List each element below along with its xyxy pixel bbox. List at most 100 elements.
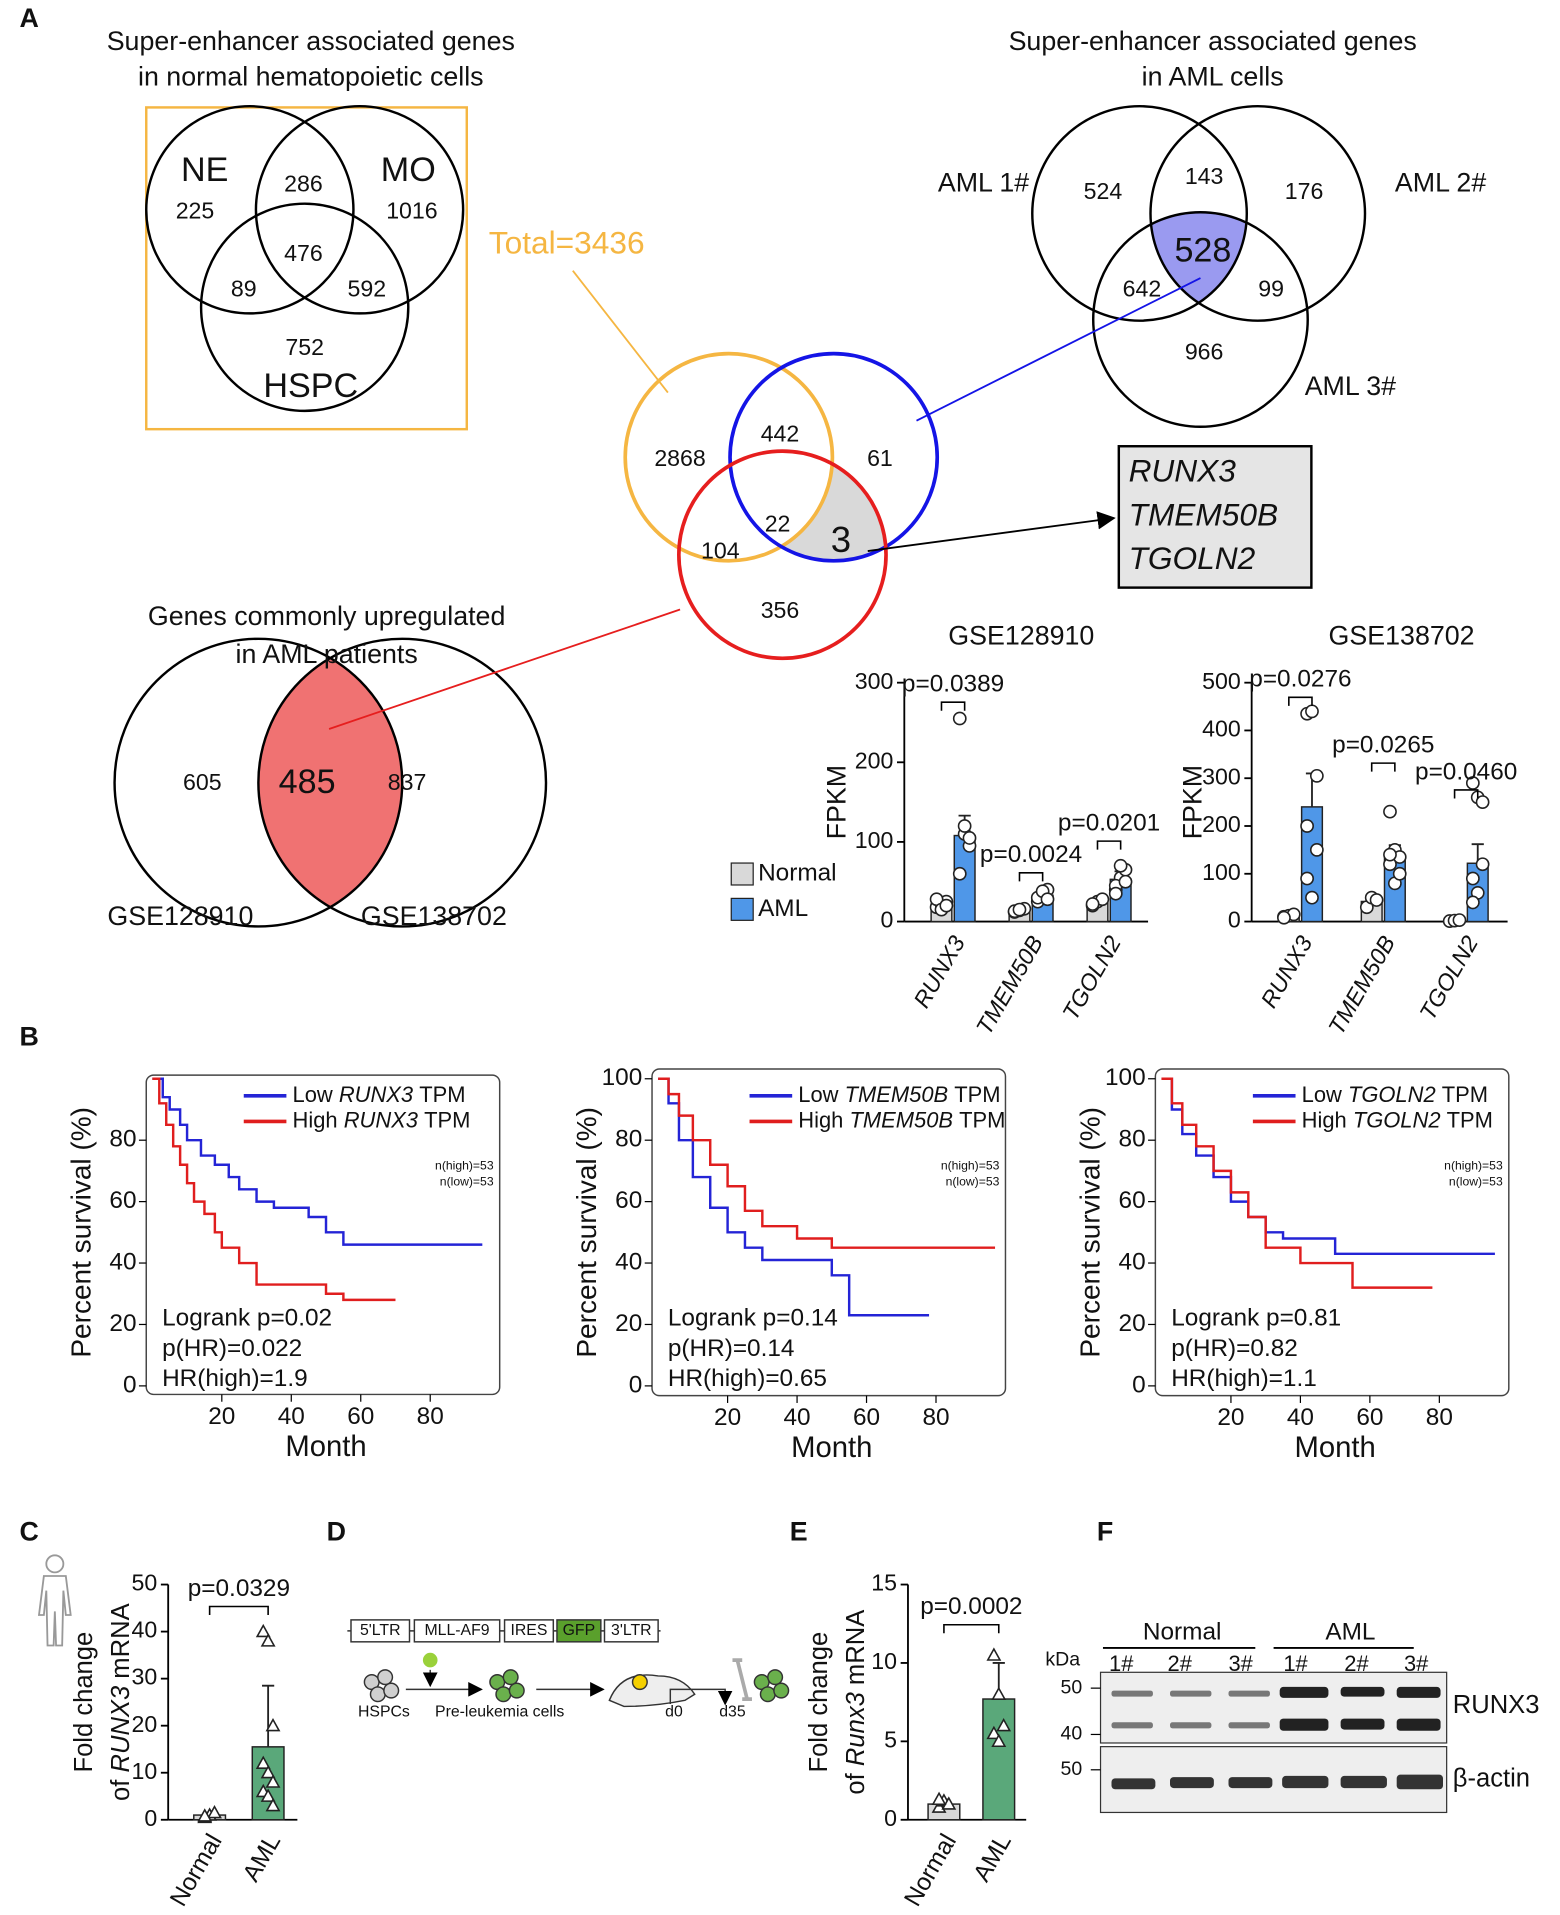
data-point	[1085, 897, 1100, 911]
gene-name: TMEM50B	[845, 1082, 949, 1107]
lane-label: 1#	[1283, 1651, 1308, 1676]
western-blot	[1090, 1647, 1448, 1814]
total-label: Total=3436	[489, 225, 645, 261]
unit-label: kDa	[1045, 1648, 1080, 1670]
plot-frame	[145, 1074, 501, 1396]
data-point	[1383, 847, 1397, 862]
legend-label: Normal	[758, 859, 837, 886]
y-tick-label: 100	[602, 1064, 643, 1091]
gene-name: RUNX3	[344, 1107, 418, 1132]
data-point	[1113, 858, 1128, 873]
significance-bracket	[1096, 840, 1122, 850]
y-tick-label: 80	[615, 1126, 642, 1153]
gene-name: TGOLN2	[1353, 1107, 1441, 1132]
data-point	[1392, 866, 1407, 881]
y-tick-label: 20	[615, 1310, 642, 1337]
diagram-label: d0	[665, 1704, 683, 1721]
y-tick-label: 20	[1119, 1310, 1146, 1337]
venn-title: in AML patients	[236, 639, 418, 669]
data-point	[265, 1797, 281, 1812]
significance-bracket	[1370, 762, 1396, 772]
x-tick-label: 80	[1426, 1404, 1453, 1431]
gene-name: Runx3	[842, 1692, 870, 1766]
y-tick-label: 15	[871, 1570, 897, 1596]
construct-label: 5'LTR	[360, 1622, 401, 1639]
connector-lines	[328, 270, 1201, 730]
y-tick-label: 0	[880, 907, 893, 933]
venn-count: 104	[701, 537, 740, 563]
p-value: p=0.0329	[188, 1575, 290, 1602]
x-tick-label: AML	[968, 1830, 1016, 1887]
x-axis-label: Month	[1294, 1432, 1375, 1464]
venn-title: Super-enhancer associated genes	[107, 26, 515, 56]
venn-count: 176	[1285, 178, 1324, 204]
p-value: p=0.0460	[1415, 758, 1517, 785]
label-part: mRNA	[107, 1602, 135, 1678]
data-point	[962, 831, 977, 845]
stat-text: HR(high)=0.65	[668, 1365, 827, 1392]
plot-frame	[1154, 1068, 1510, 1397]
lane-label: 1#	[1109, 1651, 1134, 1676]
venn-count: 524	[1084, 178, 1123, 204]
significance-bracket	[943, 1623, 1000, 1634]
legend-label: Low TGOLN2 TPM	[1302, 1082, 1488, 1107]
x-tick-label: 60	[853, 1404, 880, 1431]
data-point	[1309, 768, 1324, 783]
lane-label: 3#	[1404, 1651, 1429, 1676]
data-point	[1465, 871, 1480, 886]
data-point	[265, 1774, 281, 1788]
stat-text: p(HR)=0.82	[1171, 1335, 1298, 1362]
y-axis-label: Fold change	[805, 1632, 833, 1773]
venn-count: 605	[183, 769, 222, 795]
venn-count: 966	[1185, 339, 1224, 365]
venn-count: 286	[284, 171, 323, 197]
label-part: of	[107, 1779, 135, 1801]
data-point	[1475, 795, 1490, 809]
venn-count: 752	[285, 334, 324, 360]
y-tick-label: 40	[131, 1617, 157, 1643]
significance-bracket	[1288, 696, 1313, 706]
x-tick-label: AML	[238, 1830, 286, 1887]
data-point	[1383, 804, 1397, 819]
y-tick-label: 200	[855, 747, 894, 773]
legend-part: Low	[798, 1082, 838, 1107]
venn-count: 2868	[654, 445, 705, 471]
data-point	[1465, 895, 1480, 910]
data-point	[255, 1623, 271, 1638]
venn-count: 837	[388, 769, 427, 795]
data-point	[1118, 874, 1133, 889]
label-part: mRNA	[842, 1609, 870, 1685]
y-tick-label: 500	[1202, 668, 1241, 694]
set-label: MO	[381, 151, 436, 189]
venn-count: 89	[231, 275, 257, 301]
p-value: p=0.0265	[1332, 731, 1434, 758]
stat-text: HR(high)=1.1	[1171, 1365, 1317, 1392]
x-axis-label: Month	[791, 1432, 872, 1464]
data-point	[957, 819, 972, 833]
x-tick-label: 20	[714, 1404, 741, 1431]
x-tick-label: Normal	[899, 1830, 962, 1911]
p-value: p=0.0276	[1249, 666, 1351, 693]
y-axis-label: Percent survival (%)	[1074, 1107, 1105, 1358]
construct-label: GFP	[563, 1622, 596, 1639]
panel-letter: E	[790, 1516, 808, 1546]
legend-part: TPM	[424, 1107, 470, 1132]
x-tick-label: RUNX3	[1256, 931, 1318, 1012]
data-point	[1300, 871, 1314, 886]
set-label: AML 3#	[1305, 371, 1396, 401]
venn-title: in normal hematopoietic cells	[138, 61, 484, 91]
venn-count: 61	[867, 445, 893, 471]
venn-count: 1016	[386, 197, 437, 223]
venn-count: 528	[1174, 231, 1231, 269]
data-point	[1475, 857, 1490, 872]
legend-label: Low RUNX3 TPM	[293, 1082, 466, 1107]
x-tick-label: 60	[1356, 1404, 1383, 1431]
lane-label: 2#	[1168, 1651, 1193, 1676]
x-tick-label: 40	[278, 1403, 305, 1430]
gene-name: RUNX3	[1129, 452, 1237, 488]
y-tick-label: 5	[884, 1726, 897, 1752]
y-axis-label: FPKM	[822, 765, 852, 839]
y-tick-label: 20	[131, 1711, 157, 1737]
legend-swatch	[730, 862, 754, 886]
